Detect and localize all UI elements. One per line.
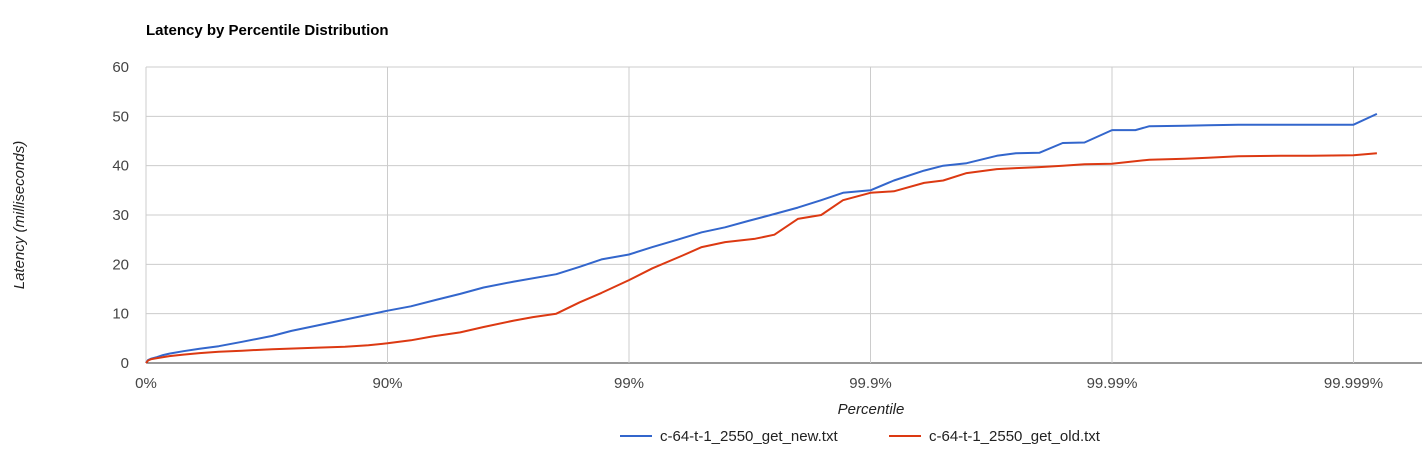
x-tick-label: 90% — [372, 375, 402, 392]
y-tick-label: 60 — [112, 59, 129, 76]
chart-title: Latency by Percentile Distribution — [146, 22, 389, 39]
x-tick-label: 99.999% — [1324, 375, 1383, 392]
series-lines — [145, 112, 1378, 364]
y-tick-label: 0 — [121, 355, 129, 372]
grid — [145, 66, 1422, 364]
legend-label: c-64-t-1_2550_get_new.txt — [660, 428, 838, 445]
x-tick-label: 99.9% — [849, 375, 892, 392]
x-tick-label: 99% — [614, 375, 644, 392]
series-line-2 — [145, 152, 1377, 364]
y-tick-label: 10 — [112, 306, 129, 323]
series-line-1 — [145, 112, 1378, 364]
y-tick-label: 20 — [112, 256, 129, 273]
x-tick-label: 99.99% — [1087, 375, 1138, 392]
y-tick-labels: 0 10 20 30 40 50 60 — [112, 59, 129, 372]
x-tick-labels: 0% 90% 99% 99.9% 99.99% 99.999% — [135, 375, 1383, 392]
y-axis-label: Latency (milliseconds) — [11, 141, 28, 289]
y-tick-label: 40 — [112, 158, 129, 175]
y-tick-label: 30 — [112, 207, 129, 224]
legend-label: c-64-t-1_2550_get_old.txt — [929, 428, 1101, 445]
y-tick-label: 50 — [112, 108, 129, 125]
x-axis-label: Percentile — [838, 401, 905, 418]
x-tick-label: 0% — [135, 375, 157, 392]
legend: c-64-t-1_2550_get_new.txt c-64-t-1_2550_g… — [620, 428, 1101, 445]
